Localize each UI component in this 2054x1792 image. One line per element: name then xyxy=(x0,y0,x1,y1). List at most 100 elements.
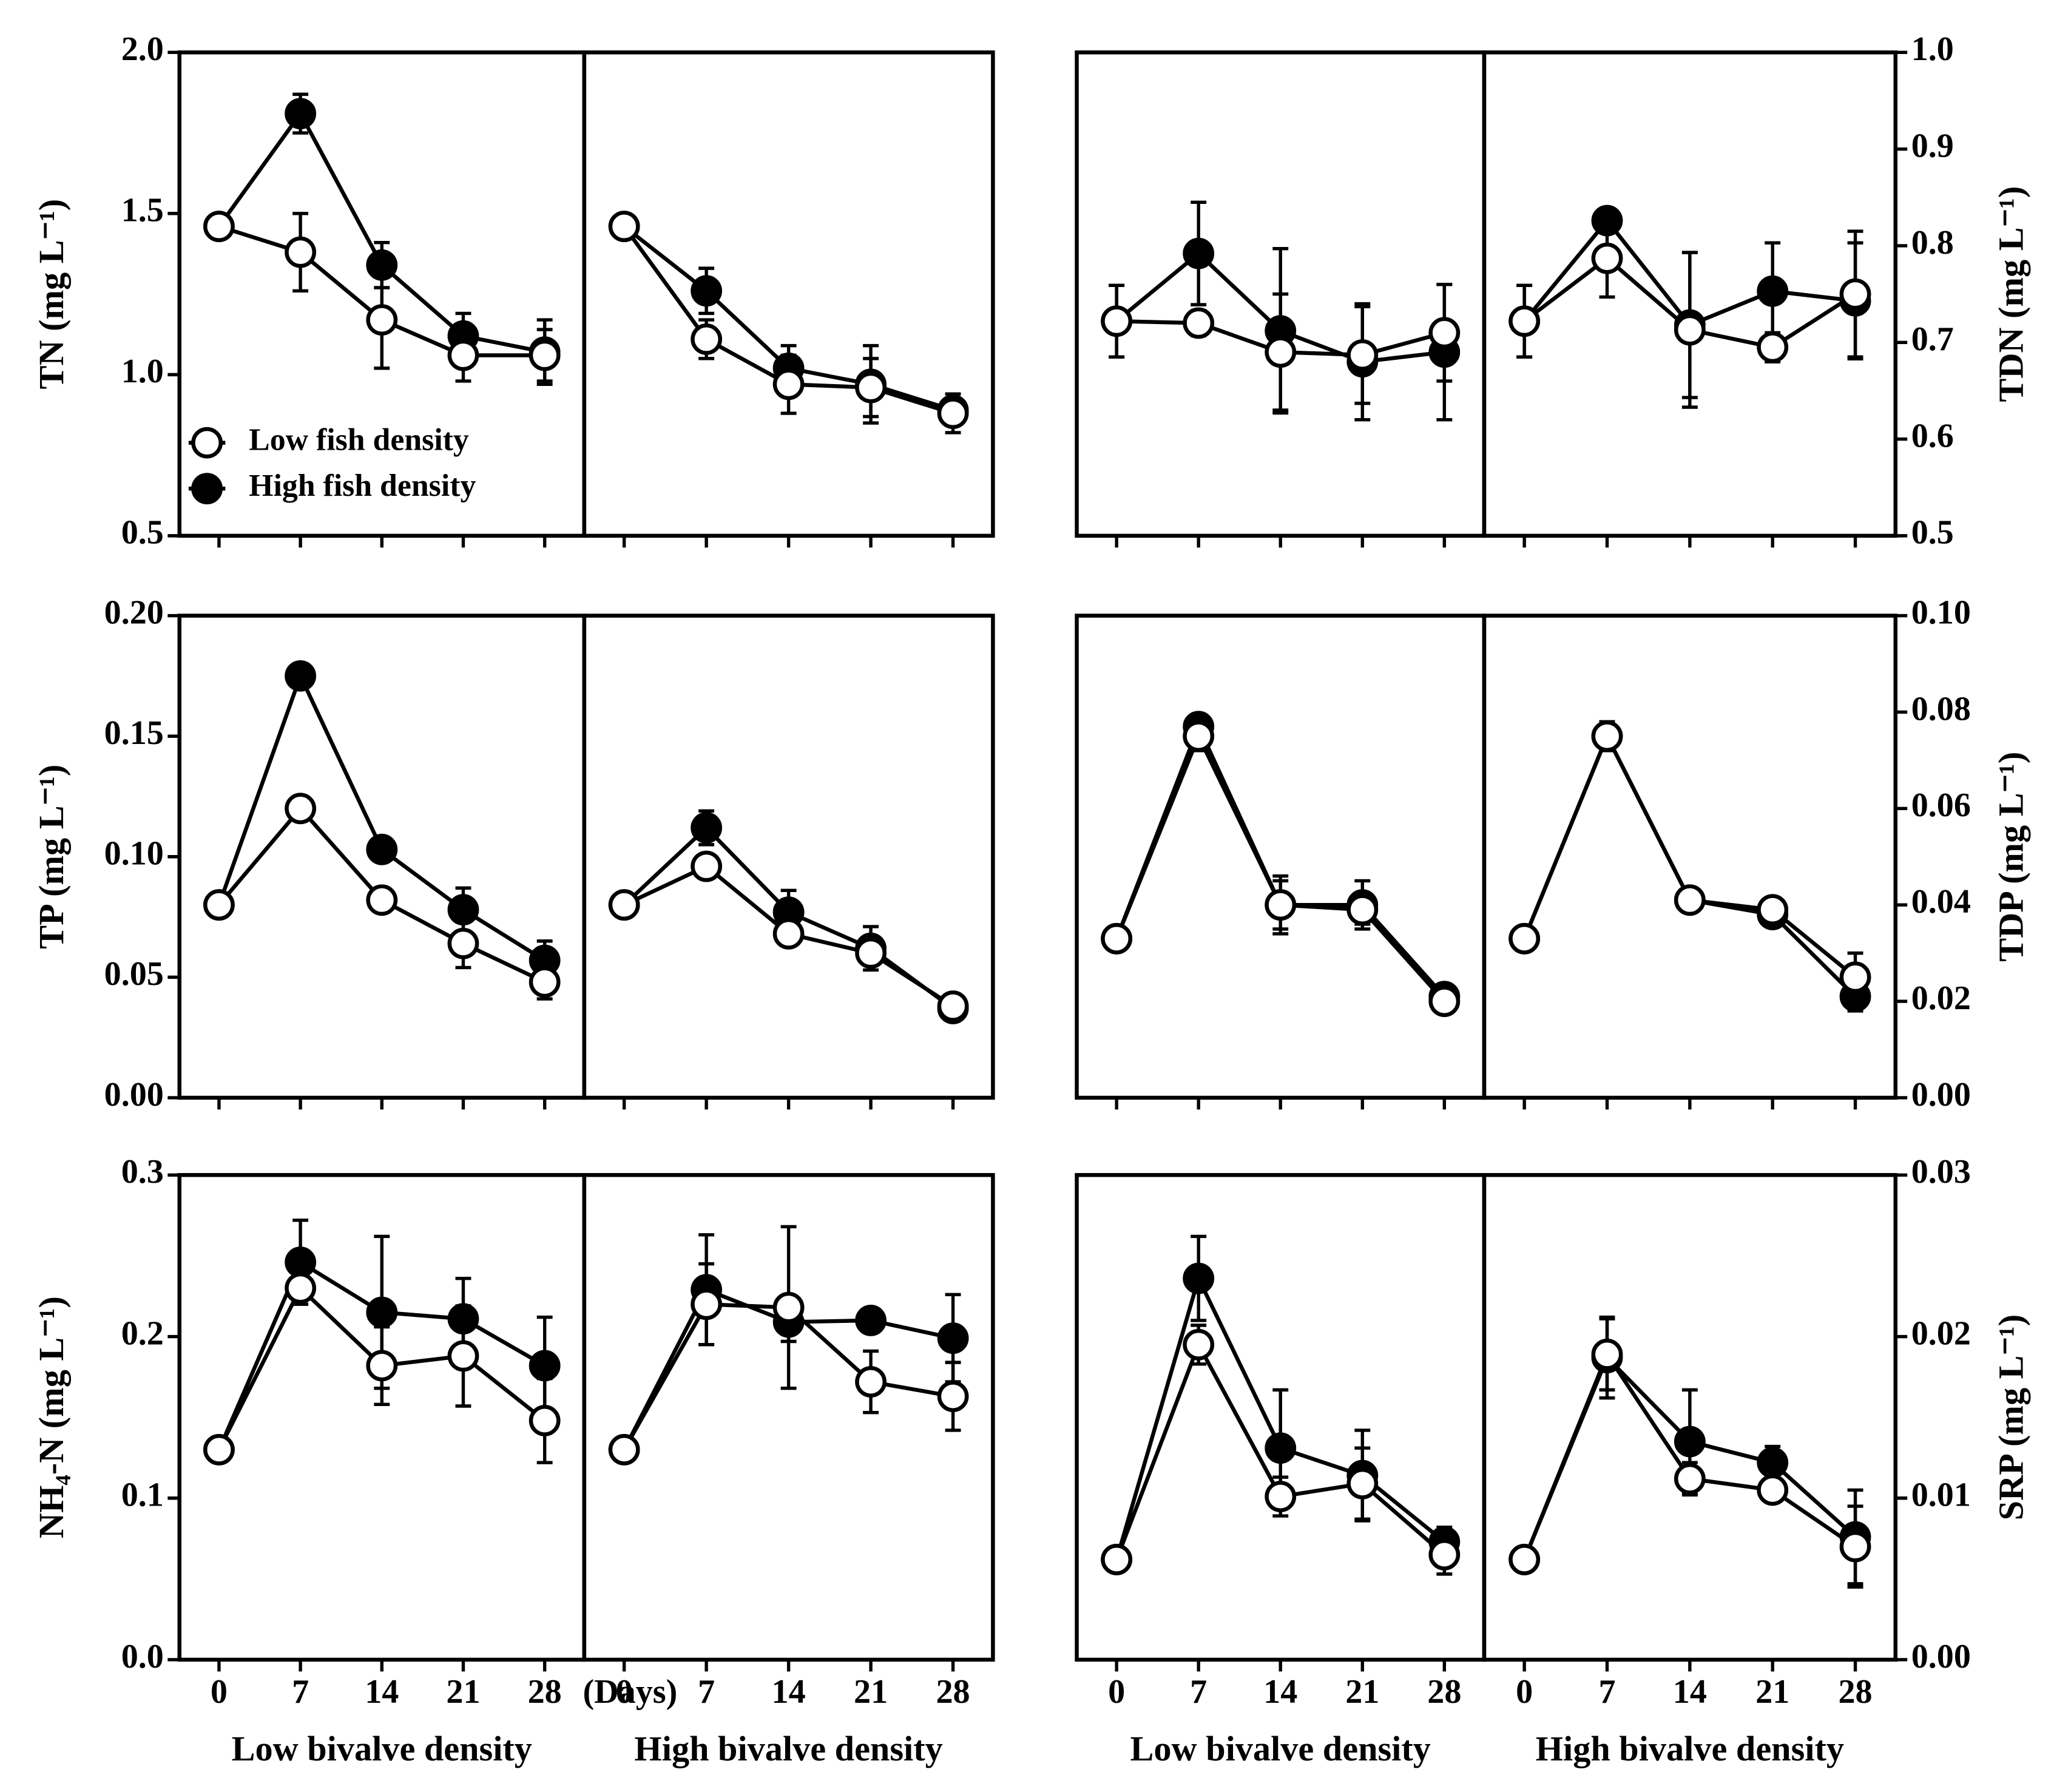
x-axis-label: Low bivalve density xyxy=(1130,1729,1431,1768)
marker xyxy=(1839,961,1871,993)
marker xyxy=(366,1296,398,1328)
marker xyxy=(772,1291,805,1324)
marker xyxy=(691,850,723,882)
marker xyxy=(285,660,317,692)
x-tick-label: 7 xyxy=(1598,1673,1615,1711)
marker xyxy=(1674,884,1706,916)
marker xyxy=(1508,1544,1541,1575)
marker xyxy=(1839,1530,1871,1563)
y-tick-label: 0.1 xyxy=(121,1476,164,1514)
y-tick-label: 1.0 xyxy=(1911,30,1954,68)
marker xyxy=(855,371,887,404)
y-tick-label: 1.0 xyxy=(121,353,164,390)
y-axis-label: TDP (mg L⁻¹) xyxy=(1992,752,2031,962)
marker xyxy=(855,937,887,969)
legend-label: High fish density xyxy=(249,468,476,503)
marker xyxy=(855,1304,887,1336)
series-line xyxy=(1115,731,1446,1003)
marker xyxy=(1346,339,1379,371)
x-tick-label: 14 xyxy=(365,1673,399,1711)
y-tick-label: 0.3 xyxy=(121,1153,164,1191)
marker xyxy=(1265,336,1297,368)
marker xyxy=(1674,314,1706,346)
marker xyxy=(1591,1338,1623,1370)
marker xyxy=(608,1433,640,1466)
marker xyxy=(1508,305,1541,337)
marker xyxy=(529,1350,561,1382)
marker xyxy=(1757,894,1789,926)
marker xyxy=(1674,1425,1706,1458)
marker xyxy=(447,339,479,371)
marker xyxy=(608,211,640,243)
x-axis-label: High bivalve density xyxy=(1536,1729,1844,1768)
panel-frame xyxy=(582,614,995,1100)
marker xyxy=(1839,278,1871,310)
marker xyxy=(285,1272,317,1304)
y-tick-label: 0.6 xyxy=(1911,417,1954,455)
marker xyxy=(285,1246,317,1278)
x-tick-label: 0 xyxy=(1516,1673,1533,1711)
marker xyxy=(447,894,479,926)
panel-frame xyxy=(582,50,995,538)
x-tick-label: 7 xyxy=(698,1673,715,1711)
x-tick-label: 0 xyxy=(211,1673,228,1711)
y-tick-label: 0.10 xyxy=(104,835,164,873)
y-tick-label: 0.08 xyxy=(1911,690,1971,728)
y-tick-label: 0.9 xyxy=(1911,127,1954,165)
marker xyxy=(1591,720,1623,752)
marker xyxy=(1674,1462,1706,1495)
marker xyxy=(1101,305,1133,337)
series-line xyxy=(1522,731,1857,979)
marker xyxy=(937,397,969,429)
x-tick-label: 21 xyxy=(446,1673,480,1711)
y-axis-label: SRP (mg L⁻¹) xyxy=(1992,1314,2031,1521)
y-tick-label: 0.15 xyxy=(104,714,164,752)
marker xyxy=(285,236,317,268)
marker xyxy=(203,889,235,921)
x-tick-label: 21 xyxy=(1755,1673,1789,1711)
marker xyxy=(1265,1432,1297,1464)
y-tick-label: 0.8 xyxy=(1911,224,1954,262)
y-tick-label: 0.05 xyxy=(104,955,164,993)
y-tick-label: 0.5 xyxy=(121,514,164,552)
series-line xyxy=(1522,731,1857,998)
y-tick-label: 0.02 xyxy=(1911,979,1971,1017)
marker xyxy=(691,812,723,844)
marker xyxy=(1101,922,1133,955)
marker xyxy=(1757,1474,1789,1506)
marker xyxy=(1591,205,1623,237)
marker xyxy=(1757,331,1789,363)
series-line xyxy=(1115,721,1446,998)
marker xyxy=(1183,237,1215,269)
marker xyxy=(772,918,805,950)
marker xyxy=(1183,720,1215,752)
legend-marker xyxy=(191,427,223,459)
x-tick-label: 7 xyxy=(1190,1673,1207,1711)
marker xyxy=(366,884,398,916)
marker xyxy=(691,275,723,307)
marker xyxy=(529,966,561,998)
y-axis-label: TP (mg L⁻¹) xyxy=(32,765,71,949)
marker xyxy=(366,249,398,281)
y-axis-label: NH₄-N (mg L⁻¹) xyxy=(32,1296,71,1538)
marker xyxy=(937,1381,969,1412)
marker xyxy=(1346,1467,1379,1500)
x-axis-label: High bivalve density xyxy=(634,1729,942,1768)
x-tick-label: 14 xyxy=(1673,1673,1707,1711)
marker xyxy=(608,889,640,921)
legend-marker xyxy=(191,473,223,505)
y-axis-label: TDN (mg L⁻¹) xyxy=(1992,186,2031,402)
marker xyxy=(285,98,317,130)
marker xyxy=(1101,1544,1133,1575)
marker xyxy=(855,1366,887,1398)
y-tick-label: 0.10 xyxy=(1911,593,1971,631)
marker xyxy=(1183,307,1215,339)
y-axis-label: TN (mg L⁻¹) xyxy=(32,199,71,390)
x-tick-label: 14 xyxy=(772,1673,806,1711)
y-tick-label: 0.01 xyxy=(1911,1476,1971,1514)
y-tick-label: 0.03 xyxy=(1911,1153,1971,1191)
y-tick-label: 0.0 xyxy=(121,1638,164,1675)
x-tick-label: 28 xyxy=(1839,1673,1873,1711)
marker xyxy=(366,1350,398,1382)
